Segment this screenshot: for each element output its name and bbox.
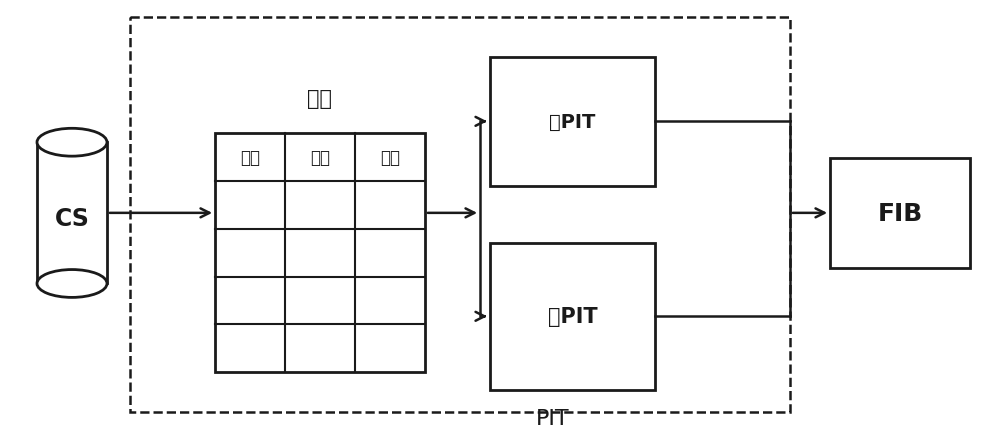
Bar [830, 159, 970, 268]
Text: 主PIT: 主PIT [549, 113, 596, 132]
Text: 热表: 热表 [308, 89, 332, 109]
Ellipse shape [37, 129, 107, 157]
Ellipse shape [37, 270, 107, 298]
Text: 时间: 时间 [380, 149, 400, 167]
Bar [215, 134, 425, 372]
Text: 副PIT: 副PIT [548, 307, 597, 326]
Text: CS: CS [55, 206, 89, 230]
Bar [37, 143, 107, 284]
Text: PIT: PIT [536, 408, 569, 428]
Bar [490, 58, 655, 187]
Bar [130, 18, 790, 412]
Text: 次数: 次数 [310, 149, 330, 167]
Text: FIB: FIB [877, 201, 923, 225]
Text: 前缀: 前缀 [240, 149, 260, 167]
Bar [490, 243, 655, 390]
